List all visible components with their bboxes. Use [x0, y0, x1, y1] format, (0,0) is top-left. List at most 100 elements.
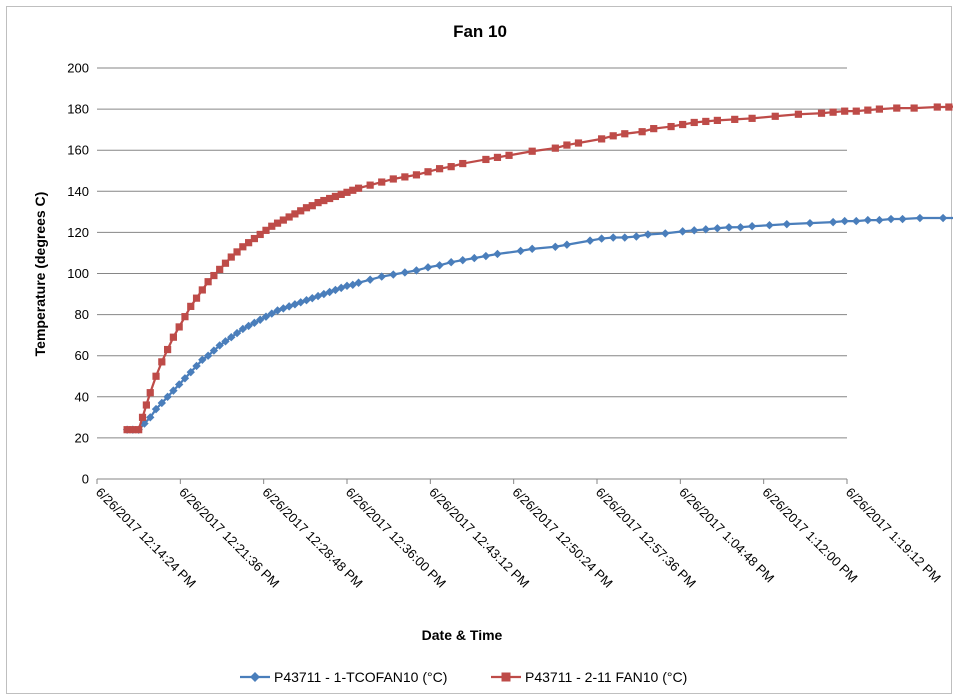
data-point: [748, 114, 756, 122]
data-point: [180, 374, 190, 383]
series-1: [122, 213, 958, 434]
data-point: [713, 116, 721, 125]
data-point: [152, 372, 160, 380]
y-tick-label: 140: [67, 184, 89, 199]
data-point: [354, 278, 363, 287]
x-tick-label: 6/26/2017 1:04:48 PM: [676, 485, 777, 586]
data-point: [365, 275, 375, 284]
series-line: [127, 105, 958, 431]
data-point: [551, 144, 559, 152]
data-point: [297, 207, 305, 215]
data-point: [401, 173, 409, 181]
data-point: [482, 155, 490, 164]
data-point: [621, 130, 629, 138]
y-tick-label: 100: [67, 266, 89, 281]
data-point: [423, 263, 433, 272]
line-chart: Fan 10 0 20 40 60 80 100 120 140 160 180 200 6/26/…: [32, 22, 958, 685]
data-point: [470, 253, 479, 263]
y-tick-label: 0: [82, 472, 89, 487]
data-point: [731, 115, 739, 123]
data-point: [192, 294, 201, 302]
data-point: [447, 163, 455, 171]
data-point: [204, 278, 212, 286]
data-point: [245, 239, 253, 247]
data-point: [679, 120, 687, 129]
data-point: [527, 244, 537, 254]
chart-area: Fan 10 0 20 40 60 80 100 120 140 160 180 200 6/26/…: [6, 6, 958, 694]
data-point: [945, 103, 953, 111]
data-point: [123, 426, 131, 434]
data-point: [203, 351, 213, 360]
data-point: [609, 233, 618, 242]
data-point: [690, 118, 698, 127]
chart-title: Fan 10: [453, 22, 507, 41]
data-point: [250, 234, 259, 243]
data-point: [702, 117, 710, 126]
data-point: [308, 202, 316, 210]
legend-label: P43711 - 1-TCOFAN10 (°C): [274, 669, 447, 685]
data-point: [938, 213, 948, 223]
data-point: [250, 318, 259, 328]
data-point: [598, 135, 606, 143]
data-point: [424, 168, 432, 176]
data-point: [389, 175, 397, 183]
data-point: [273, 219, 282, 227]
data-point: [563, 141, 571, 149]
data-point: [501, 672, 511, 682]
x-axis-title: Date & Time: [422, 627, 503, 643]
data-point: [585, 236, 595, 245]
data-point: [262, 226, 270, 234]
data-point: [232, 328, 242, 338]
legend-item: P43711 - 1-TCOFAN10 (°C): [240, 669, 447, 685]
data-point: [164, 345, 172, 354]
data-point: [667, 122, 675, 131]
data-point: [459, 159, 467, 168]
data-point: [562, 240, 572, 249]
data-point: [875, 105, 884, 113]
legend-item: P43711 - 2-11 FAN10 (°C): [491, 669, 687, 685]
y-tick-label: 40: [75, 389, 89, 404]
data-point: [574, 139, 583, 147]
data-point: [142, 401, 150, 409]
data-point: [192, 361, 201, 371]
data-point: [343, 188, 351, 196]
data-point: [138, 413, 147, 421]
y-tick-label: 120: [67, 225, 89, 240]
legend-label: P43711 - 2-11 FAN10 (°C): [525, 669, 687, 685]
data-point: [210, 271, 218, 280]
x-tick-label: 6/26/2017 1:12:00 PM: [760, 485, 861, 586]
data-point: [886, 214, 896, 224]
data-point: [215, 341, 224, 350]
data-point: [915, 213, 925, 223]
data-point: [516, 246, 525, 256]
data-point: [227, 333, 236, 342]
data-point: [852, 216, 861, 226]
data-point: [186, 367, 195, 377]
y-tick-label: 60: [75, 348, 89, 363]
data-point: [268, 222, 276, 230]
data-point: [146, 389, 154, 397]
data-point: [632, 232, 641, 241]
data-point: [678, 227, 687, 236]
x-tick-label: 6/26/2017 1:19:12 PM: [843, 485, 944, 586]
data-point: [174, 380, 184, 389]
data-point: [314, 199, 322, 207]
data-point: [267, 309, 276, 318]
data-point: [169, 333, 177, 341]
data-point: [597, 234, 606, 243]
data-point: [852, 107, 860, 115]
data-point: [650, 125, 658, 133]
y-tick-label: 20: [75, 430, 89, 445]
data-point: [244, 321, 253, 331]
series-2: [123, 102, 958, 434]
data-point: [163, 392, 172, 401]
data-point: [817, 109, 826, 117]
y-axis-title: Temperature (degrees C): [32, 192, 48, 357]
gridlines: [97, 67, 847, 439]
data-point: [366, 181, 374, 189]
data-point: [782, 219, 792, 229]
data-point: [187, 302, 195, 310]
data-point: [910, 104, 918, 112]
y-tick-label: 180: [67, 102, 89, 117]
data-point: [794, 110, 802, 118]
